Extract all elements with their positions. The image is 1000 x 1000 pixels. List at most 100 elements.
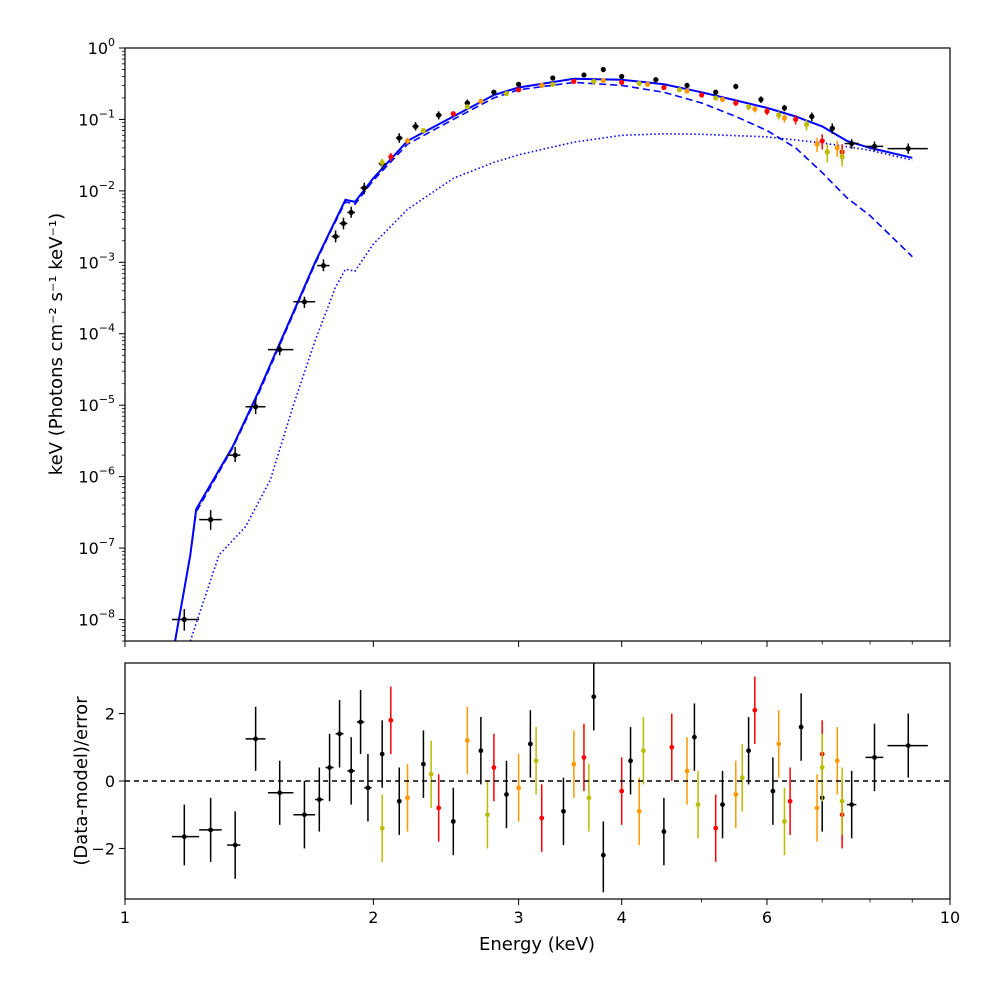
- residual-point: [581, 723, 587, 792]
- data-marker: [327, 765, 332, 770]
- residual-point: [485, 781, 490, 849]
- residual-point: [428, 740, 434, 808]
- spectrum-point: [824, 144, 830, 163]
- residual-series-instrument-olive: [379, 716, 845, 862]
- residual-point: [641, 716, 646, 785]
- data-marker: [619, 79, 625, 85]
- residual-point: [335, 700, 344, 768]
- residual-point: [347, 737, 355, 805]
- residual-point: [364, 754, 372, 822]
- data-marker: [388, 717, 394, 723]
- data-marker: [692, 734, 697, 740]
- residual-point: [388, 686, 394, 755]
- data-marker: [829, 125, 835, 131]
- spectrum-point: [752, 105, 758, 113]
- residual-point: [819, 733, 825, 802]
- data-marker: [713, 89, 719, 95]
- data-marker: [591, 78, 597, 85]
- residual-point: [356, 689, 365, 755]
- residual-point: [619, 757, 625, 825]
- spectrum-point: [395, 133, 403, 143]
- spectrum-y-axis-label: keV (Photons cm⁻² s⁻¹ keV⁻¹): [46, 213, 67, 475]
- spectrum-point: [619, 73, 625, 80]
- spectrum-point: [684, 82, 690, 89]
- residual-point: [720, 770, 725, 839]
- data-marker: [181, 616, 187, 623]
- data-marker: [591, 694, 597, 700]
- data-marker: [803, 121, 810, 128]
- data-marker: [600, 852, 606, 858]
- spectrum-series-instrument-olive: [379, 78, 845, 167]
- spectrum-point: [803, 119, 810, 131]
- data-marker: [661, 84, 667, 91]
- data-marker: [379, 825, 385, 831]
- data-marker: [412, 123, 419, 129]
- residual-series-instrument-red: [388, 676, 845, 862]
- data-marker: [516, 785, 522, 791]
- spectrum-point: [636, 80, 642, 86]
- y-tick-label: 10−7: [78, 536, 115, 558]
- y-tick-label: 100: [88, 36, 115, 58]
- spectrum-point: [317, 259, 330, 272]
- data-marker: [669, 744, 675, 750]
- spectrum-point: [839, 149, 845, 167]
- data-marker: [337, 731, 342, 737]
- data-marker: [361, 185, 367, 191]
- residual-point: [199, 797, 222, 862]
- residual-point: [405, 764, 410, 832]
- spectrum-point: [758, 96, 764, 103]
- data-marker: [781, 115, 788, 121]
- data-marker: [713, 95, 719, 101]
- spectrum-point: [347, 206, 355, 218]
- data-marker: [181, 834, 187, 840]
- spectrum-point: [764, 107, 770, 116]
- residuals-panel: 2 0 −2 1 2 3 4 6 10 (Data-model)/error Energy (…: [71, 662, 960, 955]
- data-marker: [746, 748, 751, 754]
- data-marker: [550, 75, 556, 81]
- data-marker: [539, 82, 545, 88]
- residual-point: [379, 720, 385, 788]
- spectrum-point: [171, 609, 200, 631]
- data-marker: [232, 452, 238, 458]
- data-marker: [581, 72, 587, 78]
- spectrum-x-ticks: [124, 641, 951, 647]
- data-marker: [814, 141, 820, 147]
- data-marker: [695, 802, 701, 807]
- residual-point: [600, 821, 606, 893]
- data-marker: [404, 138, 411, 144]
- residual-point: [527, 710, 533, 778]
- spectrum-point: [819, 134, 825, 150]
- spectrum-point: [684, 88, 690, 94]
- data-marker: [464, 100, 470, 106]
- data-marker: [839, 798, 845, 804]
- spectrum-point: [550, 81, 556, 87]
- residual-point: [887, 713, 928, 778]
- spectrum-point: [245, 399, 266, 415]
- y-tick-label: 10−5: [78, 393, 115, 415]
- spectrum-point: [814, 137, 820, 153]
- data-marker: [600, 77, 606, 84]
- spectrum-point: [464, 104, 470, 110]
- data-marker: [776, 741, 782, 747]
- residual-point: [421, 730, 426, 798]
- spectrum-axes-frame: [124, 47, 951, 642]
- residual-point: [478, 716, 484, 785]
- spectrum-point: [199, 510, 222, 530]
- data-marker: [365, 785, 371, 791]
- spectrum-panel: 10−8 10−7 10−6 10−5 10−4 10−3 10−2 10−1 100 keV …: [46, 36, 951, 647]
- data-marker: [504, 792, 509, 797]
- residual-point: [770, 757, 776, 825]
- data-marker: [849, 802, 855, 807]
- residual-point: [752, 676, 758, 744]
- spectrum-point: [781, 104, 788, 112]
- residual-point: [733, 760, 739, 829]
- residual-point: [379, 794, 385, 862]
- spectrum-series-instrument-black: [171, 66, 928, 631]
- data-marker: [503, 90, 510, 97]
- data-marker: [332, 233, 339, 240]
- data-marker: [533, 758, 539, 764]
- data-marker: [478, 98, 484, 104]
- data-marker: [814, 805, 820, 811]
- data-marker: [340, 220, 347, 227]
- data-marker: [464, 738, 470, 743]
